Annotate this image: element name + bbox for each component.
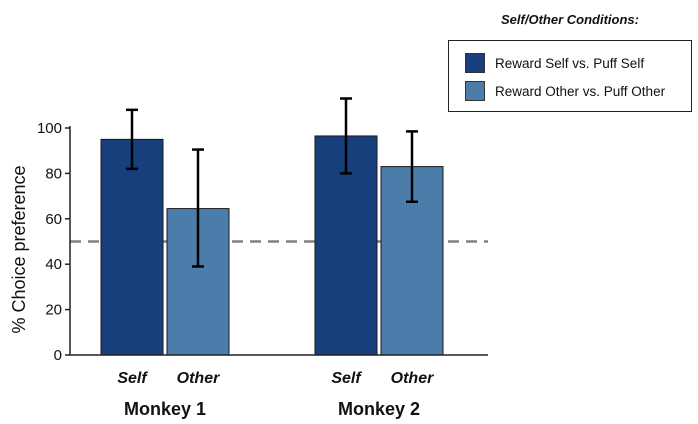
- y-tick-label-80: 80: [45, 165, 62, 182]
- category-label-1-self: Self: [117, 370, 148, 387]
- category-label-2-other: Other: [391, 370, 434, 387]
- legend: Reward Self vs. Puff Self Reward Other v…: [448, 40, 692, 112]
- legend-swatch-other: [465, 81, 485, 101]
- legend-swatch-self: [465, 53, 485, 73]
- y-tick-label-40: 40: [45, 256, 62, 273]
- category-label-2-self: Self: [331, 370, 362, 387]
- legend-label-other: Reward Other vs. Puff Other: [495, 83, 666, 99]
- bar-1-self: [100, 138, 164, 356]
- y-tick-label-60: 60: [45, 211, 62, 228]
- group-label-1: Monkey 1: [124, 399, 206, 419]
- y-axis-label: % Choice preference: [9, 165, 29, 333]
- y-tick-label-20: 20: [45, 302, 62, 319]
- legend-item-self: Reward Self vs. Puff Self: [465, 53, 644, 73]
- legend-label-self: Reward Self vs. Puff Self: [495, 55, 645, 71]
- legend-item-other: Reward Other vs. Puff Other: [465, 81, 665, 101]
- group-label-2: Monkey 2: [338, 399, 420, 419]
- y-tick-label-100: 100: [37, 120, 62, 137]
- category-label-1-other: Other: [177, 370, 220, 387]
- legend-title: Self/Other Conditions:: [501, 12, 639, 27]
- y-tick-label-0: 0: [54, 347, 62, 364]
